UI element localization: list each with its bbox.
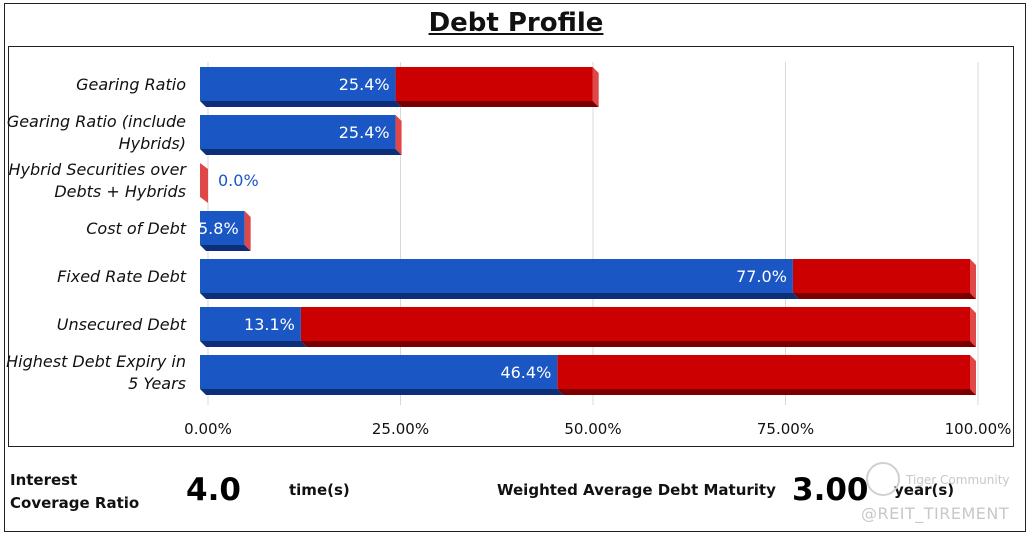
- chart-panel: [8, 46, 1014, 447]
- bar-bottom-primary: [200, 149, 402, 155]
- page-title: Debt Profile: [428, 8, 604, 38]
- category-label: Debts + Hybrids: [54, 182, 186, 201]
- category-label: 5 Years: [128, 374, 186, 393]
- wadm-unit: year(s): [894, 481, 955, 499]
- bar-bottom-secondary: [300, 341, 976, 347]
- category-label: Gearing Ratio: [76, 75, 186, 94]
- category-label: Hybrid Securities over: [8, 160, 187, 179]
- bar-side-secondary: [592, 67, 599, 107]
- bar-primary: [200, 67, 396, 101]
- x-tick-label: 75.00%: [757, 420, 814, 438]
- category-label: Fixed Rate Debt: [57, 267, 187, 286]
- category-label: Highest Debt Expiry in: [6, 352, 186, 371]
- data-label: 13.1%: [244, 315, 295, 334]
- x-tick-label: 0.00%: [184, 420, 232, 438]
- bar-primary: [200, 355, 558, 389]
- bar-primary: [200, 307, 301, 341]
- interest-coverage-unit: time(s): [289, 481, 350, 499]
- bar-bottom-primary: [200, 101, 402, 107]
- wadm-label: Weighted Average Debt Maturity: [497, 481, 776, 499]
- interest-coverage-label: Interest Coverage Ratio: [10, 469, 139, 515]
- bar-primary: [200, 211, 245, 245]
- interest-coverage-label-line2: Coverage Ratio: [10, 494, 140, 512]
- bar-secondary: [300, 307, 970, 341]
- bar-primary: [200, 259, 793, 293]
- category-label: Unsecured Debt: [57, 315, 187, 334]
- debt-profile-chart: 0.00% 25.00% 50.00% 75.00% 100.00% 25.4% Geari…: [6, 62, 1012, 438]
- bar-side-primary: [244, 211, 251, 251]
- bar-side-primary: [395, 115, 402, 155]
- tiger-logo-icon: [866, 462, 900, 496]
- watermark-community: Tiger Community: [906, 473, 1010, 487]
- bar-side-secondary: [970, 307, 976, 347]
- data-label: 25.4%: [339, 123, 390, 142]
- x-tick-label: 50.00%: [564, 420, 621, 438]
- data-label: 77.0%: [736, 267, 787, 286]
- bar-secondary: [395, 67, 593, 101]
- data-label: 0.0%: [218, 171, 259, 190]
- wadm-value: 3.00: [792, 472, 869, 508]
- bar-bottom-primary: [200, 341, 307, 347]
- bar-bottom-primary: [200, 293, 799, 299]
- bar-side-secondary: [970, 259, 976, 299]
- x-tick-label: 100.00%: [945, 420, 1012, 438]
- data-label: 5.8%: [198, 219, 239, 238]
- bar-bottom-secondary: [395, 101, 599, 107]
- interest-coverage-value: 4.0: [186, 472, 241, 508]
- bar-bottom-secondary: [557, 389, 976, 395]
- bar-side-secondary: [970, 355, 976, 395]
- data-label: 46.4%: [500, 363, 551, 382]
- x-tick-label: 25.00%: [372, 420, 429, 438]
- data-label: 25.4%: [339, 75, 390, 94]
- interest-coverage-label-line1: Interest: [10, 471, 78, 489]
- bar-secondary: [792, 259, 970, 293]
- bar-bottom-primary: [200, 389, 564, 395]
- category-label: Hybrids): [119, 134, 186, 153]
- category-label: Gearing Ratio (include: [7, 112, 186, 131]
- bar-bottom-primary: [200, 245, 251, 251]
- bar-secondary: [557, 355, 970, 389]
- bar-side-zero: [200, 163, 208, 203]
- category-label: Cost of Debt: [86, 219, 186, 238]
- bar-bottom-secondary: [792, 293, 976, 299]
- report-frame: [4, 3, 1026, 532]
- bar-primary: [200, 115, 396, 149]
- watermark-handle: @REIT_TIREMENT: [861, 504, 1010, 523]
